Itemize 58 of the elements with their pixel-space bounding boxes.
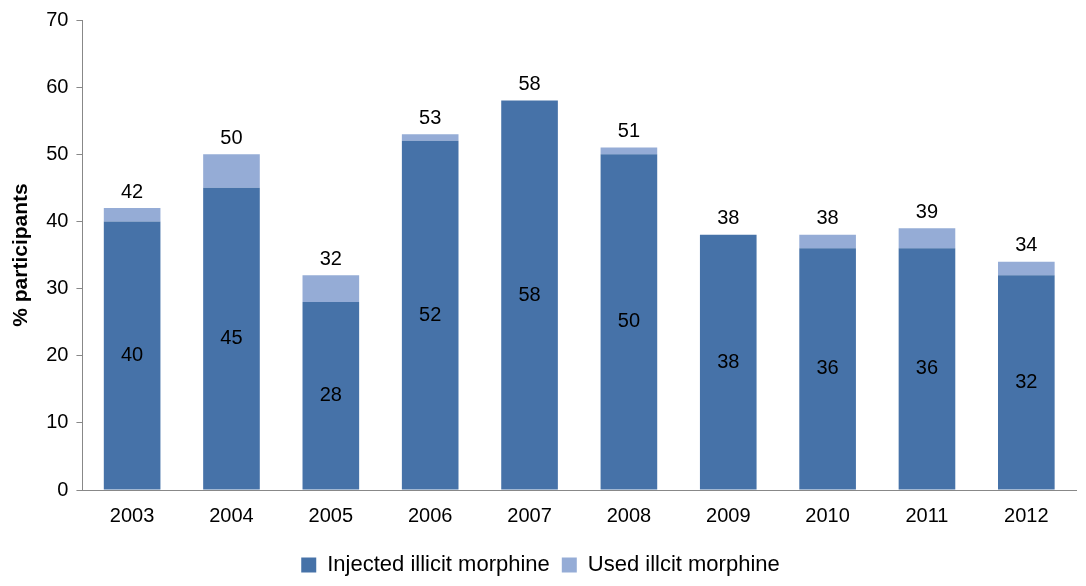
data-label: 36: [915, 356, 939, 379]
total-label: 34: [1015, 233, 1038, 256]
bar: [401, 134, 459, 141]
x-tick-label: 2003: [109, 503, 155, 526]
y-tick-label: 40: [46, 208, 69, 231]
total-label: 38: [717, 206, 740, 229]
bar: [203, 154, 260, 188]
x-tick-label: 2004: [209, 503, 254, 526]
data-label: 45: [220, 326, 243, 349]
x-tick-label: 2005: [308, 503, 354, 526]
bar: [401, 140, 459, 490]
total-label: 50: [220, 125, 243, 148]
total-label: 32: [319, 246, 342, 269]
data-label: 28: [319, 383, 342, 406]
x-tick-label: 2006: [407, 503, 453, 526]
bar: [799, 248, 856, 490]
total-label: 58: [518, 72, 541, 95]
bar: [898, 248, 956, 490]
x-tick-label: 2007: [507, 503, 552, 526]
y-tick-label: 50: [46, 141, 69, 164]
y-tick-label: 70: [46, 7, 69, 30]
data-label: 40: [121, 342, 144, 365]
y-tick-label: 10: [46, 410, 69, 433]
total-label: 38: [816, 206, 839, 229]
total-label: 53: [419, 105, 442, 128]
bar: [799, 234, 856, 249]
bar: [898, 228, 956, 249]
bar: [302, 302, 360, 490]
bar: [998, 275, 1055, 490]
total-label: 42: [121, 179, 144, 202]
x-tick-label: 2008: [606, 503, 652, 526]
y-tick-label: 20: [46, 343, 69, 366]
data-label: 58: [518, 282, 541, 305]
data-label: 38: [717, 349, 740, 372]
bar: [600, 154, 658, 490]
x-tick-label: 2011: [905, 503, 949, 526]
legend-label: Injected illicit morphine: [327, 551, 550, 577]
bar: [501, 100, 558, 490]
data-label: 52: [419, 302, 442, 325]
y-tick-label: 60: [46, 74, 69, 97]
y-axis-title: % participants: [8, 183, 32, 327]
bar: [998, 261, 1055, 276]
y-tick-label: 30: [46, 276, 69, 299]
bar: [103, 221, 161, 490]
bar: [302, 275, 360, 302]
y-tick-label: 0: [57, 477, 69, 500]
bar: [103, 208, 161, 222]
x-tick-label: 2010: [805, 503, 850, 526]
data-label: 32: [1015, 369, 1038, 392]
bar: [699, 234, 757, 490]
bar: [203, 187, 260, 490]
data-label: 50: [617, 309, 641, 332]
x-tick-label: 2009: [706, 503, 751, 526]
total-label: 51: [617, 119, 641, 142]
total-label: 39: [915, 199, 939, 222]
data-label: 36: [816, 356, 839, 379]
legend-label: Used illcit morphine: [587, 551, 780, 577]
x-tick-label: 2012: [1004, 503, 1049, 526]
